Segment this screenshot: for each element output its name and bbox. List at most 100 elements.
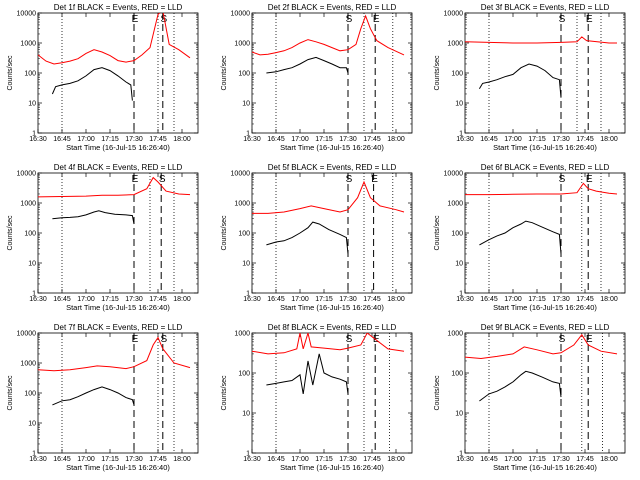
y-tick-label: 100 bbox=[24, 391, 36, 398]
y-tick-label: 1 bbox=[246, 451, 250, 458]
y-tick-label: 10 bbox=[28, 101, 36, 108]
chart-panel: Det 8f BLACK = Events, RED = LLD Counts/s… bbox=[221, 323, 413, 472]
x-tick-label: 16:30 bbox=[29, 136, 47, 143]
x-axis-label: Start Time (16-Jul-15 16:26:40) bbox=[493, 463, 597, 472]
x-axis-label: Start Time (16-Jul-15 16:26:40) bbox=[66, 303, 170, 312]
x-tick-label: 16:30 bbox=[243, 136, 261, 143]
y-tick-label: 10000 bbox=[17, 331, 37, 338]
y-tick-label: 10 bbox=[455, 101, 463, 108]
events-series-line bbox=[52, 386, 135, 406]
x-tick-label: 17:45 bbox=[576, 136, 594, 143]
events-series-line bbox=[266, 56, 349, 74]
chart-panel: Det 2f BLACK = Events, RED = LLD Counts/s… bbox=[221, 3, 413, 152]
marker-label: E bbox=[132, 174, 139, 185]
x-tick-label: 16:30 bbox=[456, 136, 474, 143]
lld-series-line bbox=[465, 333, 618, 360]
x-tick-label: 17:45 bbox=[149, 136, 167, 143]
marker-label: S bbox=[559, 14, 566, 25]
x-tick-label: 17:30 bbox=[125, 456, 143, 463]
events-series-line bbox=[52, 210, 135, 225]
x-tick-label: 18:00 bbox=[600, 136, 618, 143]
x-tick-label: 16:45 bbox=[267, 136, 285, 143]
marker-label: S bbox=[346, 174, 353, 185]
y-tick-label: 1 bbox=[459, 451, 463, 458]
chart-panel: Det 1f BLACK = Events, RED = LLD Counts/s… bbox=[7, 3, 199, 152]
y-tick-label: 100 bbox=[24, 231, 36, 238]
marker-label: E bbox=[132, 334, 139, 345]
x-tick-label: 16:45 bbox=[53, 296, 71, 303]
x-tick-label: 17:15 bbox=[101, 136, 119, 143]
x-axis-label: Start Time (16-Jul-15 16:26:40) bbox=[493, 303, 597, 312]
x-tick-label: 17:45 bbox=[363, 136, 381, 143]
y-tick-label: 1000 bbox=[20, 41, 36, 48]
y-tick-label: 100 bbox=[24, 71, 36, 78]
y-axis-label: Counts/sec bbox=[221, 375, 228, 411]
x-tick-label: 17:15 bbox=[101, 456, 119, 463]
y-tick-label: 1 bbox=[246, 131, 250, 138]
x-tick-label: 16:45 bbox=[53, 456, 71, 463]
x-tick-label: 17:15 bbox=[528, 296, 546, 303]
x-tick-label: 18:00 bbox=[600, 296, 618, 303]
chart-panel: Det 6f BLACK = Events, RED = LLD Counts/s… bbox=[434, 163, 626, 312]
lld-series-line bbox=[38, 13, 191, 65]
y-tick-label: 10000 bbox=[231, 171, 251, 178]
x-tick-label: 17:30 bbox=[552, 456, 570, 463]
y-tick-label: 10000 bbox=[17, 11, 37, 18]
x-tick-label: 18:00 bbox=[387, 296, 405, 303]
x-tick-label: 17:45 bbox=[149, 456, 167, 463]
y-tick-label: 100 bbox=[238, 71, 250, 78]
x-axis-label: Start Time (16-Jul-15 16:26:40) bbox=[280, 303, 384, 312]
events-series-line bbox=[479, 370, 562, 402]
y-tick-label: 1000 bbox=[447, 41, 463, 48]
x-tick-label: 17:15 bbox=[315, 296, 333, 303]
y-tick-label: 1000 bbox=[234, 331, 250, 338]
y-axis-label: Counts/sec bbox=[221, 55, 228, 91]
y-tick-label: 10 bbox=[242, 261, 250, 268]
lld-series-line bbox=[38, 336, 191, 372]
events-series-line bbox=[266, 353, 349, 394]
y-axis-label: Counts/sec bbox=[434, 55, 441, 91]
x-tick-label: 16:30 bbox=[456, 456, 474, 463]
events-series-line bbox=[479, 220, 562, 255]
y-tick-label: 10000 bbox=[17, 171, 37, 178]
marker-label: S bbox=[160, 334, 167, 345]
y-tick-label: 100 bbox=[238, 231, 250, 238]
chart-title: Det 5f BLACK = Events, RED = LLD bbox=[268, 163, 397, 172]
marker-label: S bbox=[346, 334, 353, 345]
y-tick-label: 1000 bbox=[447, 331, 463, 338]
y-tick-label: 10000 bbox=[444, 171, 464, 178]
plot-frame bbox=[251, 332, 413, 454]
x-tick-label: 17:15 bbox=[315, 456, 333, 463]
y-axis-label: Counts/sec bbox=[434, 215, 441, 251]
y-tick-label: 1 bbox=[32, 291, 36, 298]
x-tick-label: 17:45 bbox=[363, 456, 381, 463]
chart-panel: Det 3f BLACK = Events, RED = LLD Counts/s… bbox=[434, 3, 626, 152]
y-tick-label: 1 bbox=[459, 131, 463, 138]
y-tick-label: 1 bbox=[246, 291, 250, 298]
x-tick-label: 17:15 bbox=[528, 456, 546, 463]
lld-series-line bbox=[252, 180, 405, 214]
x-tick-label: 16:45 bbox=[53, 136, 71, 143]
x-tick-label: 17:45 bbox=[363, 296, 381, 303]
x-tick-label: 17:00 bbox=[291, 136, 309, 143]
chart-panel: Det 7f BLACK = Events, RED = LLD Counts/s… bbox=[7, 323, 199, 472]
x-tick-label: 17:00 bbox=[77, 136, 95, 143]
x-tick-label: 18:00 bbox=[173, 136, 191, 143]
marker-label: E bbox=[132, 14, 139, 25]
y-tick-label: 1000 bbox=[20, 201, 36, 208]
chart-title: Det 3f BLACK = Events, RED = LLD bbox=[481, 3, 610, 12]
y-tick-label: 10 bbox=[28, 261, 36, 268]
y-tick-label: 100 bbox=[451, 71, 463, 78]
marker-label: S bbox=[559, 174, 566, 185]
y-axis-label: Counts/sec bbox=[7, 215, 14, 251]
x-axis-label: Start Time (16-Jul-15 16:26:40) bbox=[280, 143, 384, 152]
x-tick-label: 16:45 bbox=[480, 136, 498, 143]
lld-series-line bbox=[465, 36, 617, 44]
x-tick-label: 16:45 bbox=[267, 456, 285, 463]
x-tick-label: 16:45 bbox=[480, 296, 498, 303]
y-tick-label: 10000 bbox=[231, 11, 251, 18]
x-tick-label: 17:30 bbox=[339, 296, 357, 303]
y-tick-label: 1 bbox=[32, 131, 36, 138]
y-tick-label: 10000 bbox=[444, 11, 464, 18]
